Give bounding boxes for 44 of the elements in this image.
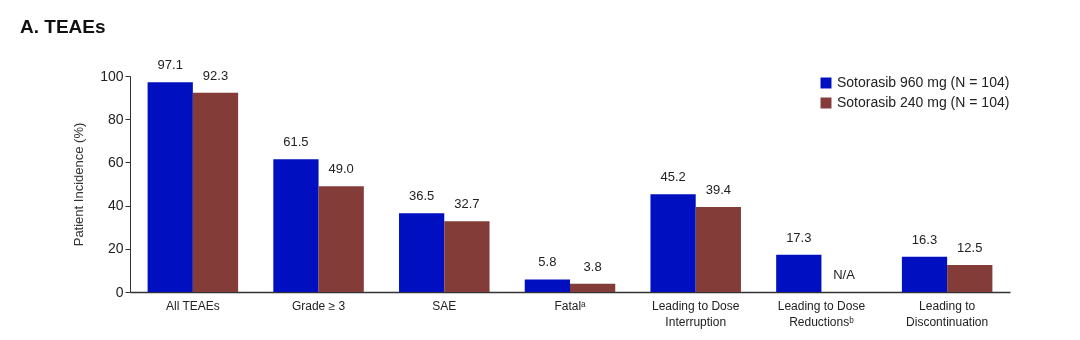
x-tick-label: All TEAEs: [165, 298, 220, 313]
bar: [524, 279, 570, 292]
y-tick-label: 40: [107, 197, 124, 214]
x-tick-label: Leading to Dose Reductionsᵇ: [777, 298, 866, 329]
x-tick-label: Leading to Discontinuation: [906, 298, 989, 329]
x-tick-label: SAE: [432, 298, 457, 313]
data-label: 97.1: [157, 57, 183, 73]
bar: [273, 159, 319, 292]
x-tick-label: Grade ≥ 3: [291, 298, 346, 313]
chart-title: A. TEAEs: [20, 16, 106, 38]
bar: [695, 206, 741, 292]
data-label: 36.5: [409, 188, 435, 204]
data-label: 32.7: [454, 196, 480, 212]
y-tick-label: 20: [107, 240, 124, 257]
legend-label: Sotorasib 240 mg (N = 104): [837, 94, 1010, 110]
y-axis-title: Patient Incidence (%): [71, 122, 87, 247]
legend-label: Sotorasib 960 mg (N = 104): [837, 74, 1010, 90]
text: N/A: [833, 267, 855, 282]
y-tick-label: 100: [100, 67, 124, 84]
data-label: 61.5: [283, 134, 309, 150]
data-label: 3.8: [583, 258, 602, 274]
bar: [570, 283, 616, 292]
bar: [147, 82, 193, 292]
data-label: 45.2: [660, 169, 686, 185]
data-label: 92.3: [202, 67, 229, 83]
x-tick-label: Fatalᵃ: [554, 298, 587, 313]
bar: [776, 254, 822, 292]
bar: [947, 265, 993, 292]
bar: [318, 186, 364, 292]
bar: [444, 221, 490, 292]
data-label: 49.0: [328, 161, 354, 177]
data-label: 5.8: [538, 254, 557, 270]
bar: [192, 92, 239, 292]
data-label: 12.5: [957, 240, 983, 255]
y-tick-label: 60: [107, 153, 124, 170]
bar: [650, 194, 696, 292]
bar: [399, 213, 445, 292]
y-tick-label: 80: [107, 110, 124, 127]
bar: [901, 256, 948, 292]
data-label: 39.4: [705, 181, 731, 197]
data-label: 17.3: [786, 229, 812, 245]
y-tick-label: 0: [115, 283, 124, 300]
x-tick-label: Leading to Dose Interruption: [652, 298, 740, 329]
data-label: 16.3: [911, 231, 938, 247]
